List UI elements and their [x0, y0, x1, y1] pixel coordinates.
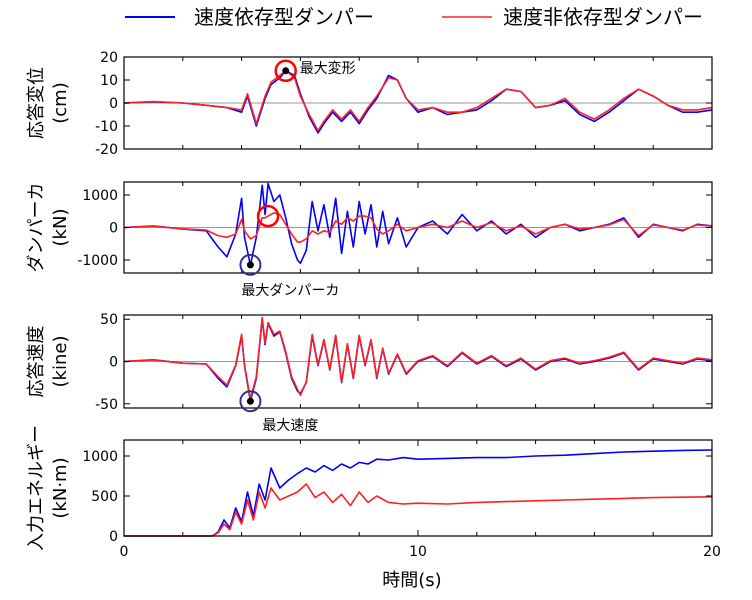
y-axis-label: ダンパーカ (kN) [26, 183, 71, 273]
y-tick-label: 1000 [82, 188, 118, 204]
annotation-point [246, 397, 254, 405]
y-tick-label: 0 [109, 221, 118, 237]
annotation-marker-circle-independent [256, 204, 280, 228]
y-tick-label: 1000 [82, 449, 118, 465]
y-tick-label: -10 [95, 119, 118, 135]
legend: 速度依存型ダンパー 速度非依存型ダンパー [125, 5, 703, 29]
y-axis-label-line1: 応答変位 [26, 67, 47, 139]
annotation-marker-circle [239, 390, 262, 413]
y-axis-label: 入力エネルギー (kN·m) [26, 425, 71, 551]
series-line-independent [124, 483, 713, 537]
y-axis-label: 応答速度 (kine) [26, 326, 71, 398]
y-tick-label: 50 [100, 312, 118, 328]
annotation-marker-circle [239, 253, 262, 276]
series-line-independent [123, 212, 713, 243]
y-tick-label: 0 [109, 355, 118, 371]
x-axis-label: 時間(s) [382, 570, 441, 591]
y-tick-label: -20 [95, 142, 118, 158]
panel-displacement: -20 -10 0 10 20 応答変位 (cm) 最大変形 [26, 50, 713, 158]
series-line-dependent [123, 182, 713, 266]
annotation-label: 最大速度 [262, 418, 318, 434]
x-tick-label: 20 [703, 544, 721, 560]
panel-velocity: -50 0 50 応答速度 (kine) 最大速度 [26, 312, 713, 434]
annotation-marker-circle [274, 59, 297, 83]
legend-label-dependent: 速度依存型ダンパー [194, 5, 374, 29]
y-tick-label: 20 [100, 50, 118, 66]
y-tick-label: 0 [109, 529, 118, 545]
y-axis-label-line2: (cm) [50, 82, 71, 123]
y-axis-label-line1: 入力エネルギー [26, 425, 47, 551]
annotation-label: 最大ダンパーカ [241, 283, 339, 299]
y-tick-label: -1000 [77, 253, 118, 269]
y-tick-label: 0 [109, 96, 118, 112]
panel-damper_force: -1000 0 1000 ダンパーカ (kN) 最大ダンパーカ [26, 181, 713, 299]
annotation-label: 最大変形 [300, 60, 356, 77]
y-tick-label: -50 [95, 397, 118, 413]
y-axis-label-line1: 応答速度 [26, 326, 47, 398]
x-tick-label: 10 [409, 544, 427, 560]
y-tick-label: 10 [100, 73, 118, 89]
y-tick-label: 500 [91, 489, 118, 505]
x-tick-label: 0 [120, 544, 129, 560]
y-axis-label-line2: (kN·m) [50, 457, 71, 518]
series-line-dependent [123, 70, 713, 134]
legend-label-independent: 速度非依存型ダンパー [503, 5, 703, 29]
y-axis-label-line2: (kine) [50, 336, 71, 388]
annotation-point [246, 261, 254, 269]
y-axis-label-line2: (kN) [50, 209, 71, 247]
annotation-point [282, 67, 290, 75]
panel-input_energy: 0 500 1000 0 10 20 入力エネルギー (kN·m) [26, 425, 721, 560]
series-line-dependent [124, 449, 713, 537]
y-axis-label-line1: ダンパーカ [26, 183, 47, 273]
series-line-independent [123, 70, 713, 132]
y-axis-label: 応答変位 (cm) [26, 67, 71, 139]
series-line-independent [123, 316, 713, 400]
plot-frame [123, 439, 713, 537]
